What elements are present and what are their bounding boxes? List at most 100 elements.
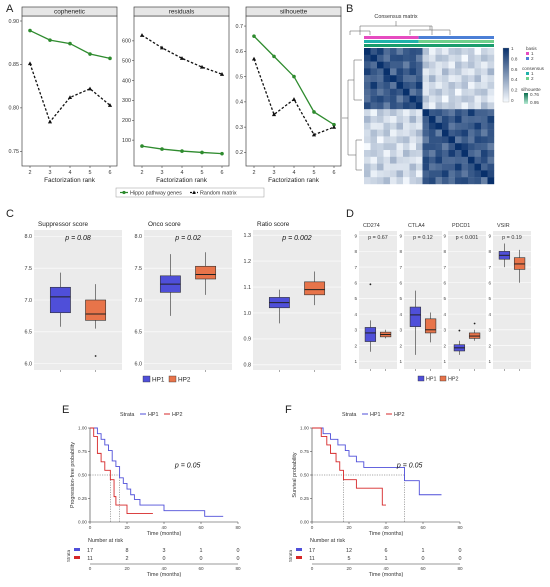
- boxplot-title-VSIR: VSIR: [497, 223, 510, 229]
- y-tick-label: 9: [488, 234, 491, 239]
- heatmap-cell: [422, 116, 430, 123]
- boxplot-title-PDCD1: PDCD1: [452, 223, 470, 229]
- heatmap-cell: [377, 68, 384, 76]
- heatmap-cell: [364, 177, 371, 185]
- heatmap-cell: [390, 177, 397, 185]
- heatmap-cell: [396, 68, 404, 76]
- scale-tick-label: 0.6: [511, 67, 518, 72]
- boxplot-background-CTLA4: [404, 231, 442, 369]
- heatmap-cell: [403, 61, 410, 69]
- risk-count-HP1: 0: [237, 548, 240, 554]
- risk-row-swatch-HP2: [74, 556, 80, 559]
- heatmap-cell: [448, 163, 456, 171]
- box-HP1: [409, 306, 422, 327]
- heatmap-cell: [390, 156, 397, 164]
- risk-count-HP2: 11: [87, 556, 93, 562]
- heatmap-cell: [455, 54, 462, 62]
- legend-hp1-swatch-d: [417, 375, 425, 382]
- boxplot-background-VSIR: [493, 231, 531, 369]
- heatmap-cell: [416, 54, 423, 62]
- y-tick-label: 8: [354, 249, 357, 254]
- y-tick-label: 0.80: [9, 106, 20, 112]
- x-tick-label: 4: [181, 170, 184, 176]
- y-tick-label: 0.75: [78, 449, 87, 454]
- heatmap-cell: [364, 88, 371, 96]
- heatmap-cell: [403, 82, 410, 89]
- data-point-random: [107, 103, 113, 107]
- y-tick-label: 4: [443, 312, 446, 317]
- heatmap-cell: [487, 129, 495, 137]
- heatmap-cell: [468, 82, 475, 89]
- heatmap-cell: [442, 143, 449, 151]
- heatmap-cell: [442, 48, 449, 55]
- risk-count-HP2: 0: [200, 556, 203, 562]
- heatmap-cell: [396, 88, 404, 96]
- heatmap-cell: [474, 88, 482, 96]
- heatmap-cell: [461, 122, 469, 130]
- box-HP2: [85, 299, 107, 321]
- strip-title-residuals: residuals: [169, 9, 195, 16]
- heatmap-cell: [416, 109, 423, 117]
- heatmap-cell: [429, 150, 436, 157]
- y-tick-label: 7.5: [135, 266, 143, 272]
- y-tick-label: 0.00: [300, 520, 309, 525]
- heatmap-cell: [416, 48, 423, 55]
- heatmap-cell: [383, 143, 391, 151]
- data-point-random: [331, 124, 337, 129]
- heatmap-cell: [364, 102, 371, 110]
- heatmap-cell: [455, 156, 462, 164]
- heatmap-cell: [435, 150, 443, 157]
- heatmap-cell: [390, 95, 397, 103]
- heatmap-cell: [487, 163, 495, 171]
- y-tick-label: 1: [443, 359, 446, 364]
- y-tick-label: 4: [488, 312, 491, 317]
- heatmap-cell: [416, 61, 423, 69]
- heatmap-cell: [481, 54, 488, 62]
- y-tick-label: 2: [399, 343, 402, 348]
- box-HP1: [364, 327, 377, 342]
- heatmap-cell: [403, 156, 410, 164]
- heatmap-cell: [487, 61, 495, 69]
- heatmap-cell: [442, 82, 449, 89]
- y-tick-label: 5: [399, 296, 402, 301]
- heatmap-cell: [429, 163, 436, 171]
- heatmap-cell: [383, 156, 391, 164]
- outlier-HP2: [94, 355, 97, 357]
- risk-count-HP2: 2: [126, 556, 129, 562]
- heatmap-cell: [481, 177, 488, 185]
- heatmap-cell: [442, 122, 449, 130]
- heatmap-cell: [442, 54, 449, 62]
- risk-axis-tick: 60: [420, 566, 426, 571]
- heatmap-cell: [455, 88, 462, 96]
- heatmap-cell: [474, 129, 482, 137]
- y-tick-label: 3: [443, 328, 446, 333]
- heatmap-cell: [448, 122, 456, 130]
- heatmap-cell: [377, 150, 384, 157]
- heatmap-cell: [403, 88, 410, 96]
- heatmap-cell: [442, 156, 449, 164]
- consensus-strip-1: [364, 40, 419, 43]
- heatmap-cell: [448, 109, 456, 117]
- heatmap-cell: [455, 109, 462, 117]
- km-curve-HP1: [90, 427, 224, 517]
- heatmap-cell: [455, 116, 462, 123]
- consensus-swatch-1: [526, 72, 529, 75]
- heatmap-cell: [468, 61, 475, 69]
- p-value-PDCD1: p < 0.001: [456, 235, 479, 241]
- heatmap-cell: [403, 102, 410, 110]
- heatmap-cell: [416, 150, 423, 157]
- heatmap-cell: [448, 61, 456, 69]
- heatmap-cell: [377, 170, 384, 178]
- heatmap-cell: [370, 122, 378, 130]
- heatmap-cell: [474, 150, 482, 157]
- heatmap-cell: [409, 102, 417, 110]
- heatmap-cell: [396, 156, 404, 164]
- heatmap-cell: [481, 88, 488, 96]
- risk-count-HP1: 1: [422, 548, 425, 554]
- heatmap-cell: [487, 75, 495, 83]
- heatmap-cell: [364, 48, 371, 55]
- consensus-legend-title: consensus: [522, 66, 545, 71]
- heatmap-cell: [390, 48, 397, 55]
- heatmap-cell: [429, 116, 436, 123]
